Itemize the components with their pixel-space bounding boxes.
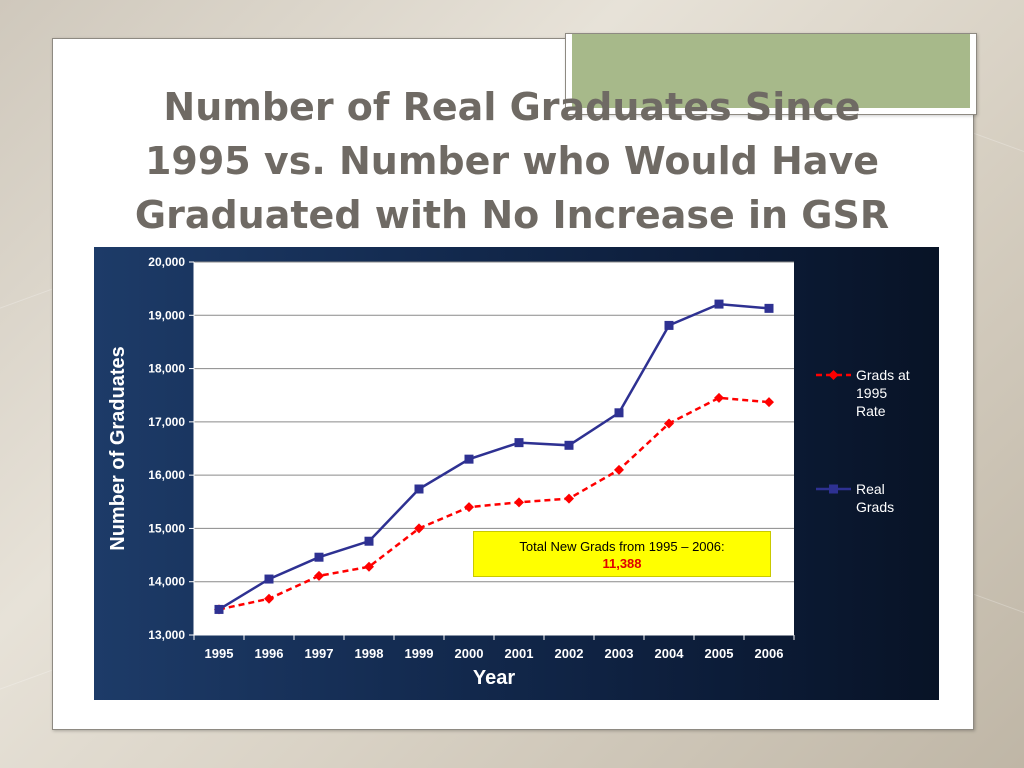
x-tick-label: 2000 [455,646,484,661]
data-point-grads-at-1995-rate [614,464,624,475]
legend-label-grads-at-1995-rate: Rate [856,403,886,419]
data-point-real-grads [264,574,274,584]
decorative-tab-fill [572,34,970,108]
x-tick-label: 1998 [355,646,384,661]
y-tick-label: 18,000 [148,362,185,376]
data-point-grads-at-1995-rate [314,570,324,581]
data-point-real-grads [314,552,324,562]
line-chart: 13,000 14,000 15,000 16,000 17,000 18,000 19,0… [107,255,910,689]
x-tick-label: 2001 [505,646,534,661]
y-tick-label: 17,000 [148,415,185,429]
y-tick-label: 15,000 [148,521,185,535]
x-tick-label: 1999 [405,646,434,661]
data-point-grads-at-1995-rate [514,497,524,508]
y-tick-label: 20,000 [148,255,185,269]
chart-panel: 13,000 14,000 15,000 16,000 17,000 18,000 19,0… [94,247,939,700]
data-point-real-grads [664,320,674,330]
x-tick-label: 1997 [305,646,334,661]
data-point-grads-at-1995-rate [464,502,474,513]
data-point-real-grads [464,454,474,464]
y-tick-label: 19,000 [148,308,185,322]
legend-label-real-grads: Real [856,481,885,497]
series-line-real-grads [218,302,770,611]
y-tick-label: 13,000 [148,628,185,642]
callout-text: Total New Grads from 1995 – 2006: [519,539,725,554]
x-tick-label: 2004 [655,646,685,661]
plot-area [194,262,794,635]
y-axis-title: Number of Graduates [107,346,129,550]
data-point-grads-at-1995-rate [414,523,424,534]
data-point-grads-at-1995-rate [564,493,574,504]
y-tick-label: 16,000 [148,468,185,482]
x-tick-label: 2006 [755,646,784,661]
slide-title: Number of Real Graduates Since 1995 vs. … [134,85,890,237]
legend-marker-real-grads [829,484,838,494]
data-point-real-grads [514,438,524,448]
x-tick-label: 2003 [605,646,634,661]
data-point-grads-at-1995-rate [664,418,674,429]
y-tick-label: 14,000 [148,575,185,589]
data-point-grads-at-1995-rate [264,593,274,604]
data-point-real-grads [214,604,224,614]
legend-label-grads-at-1995-rate: 1995 [856,385,887,401]
legend-label-real-grads: Grads [856,499,894,515]
x-axis-title: Year [473,667,515,689]
data-point-grads-at-1995-rate [714,392,724,403]
data-point-real-grads [764,303,774,313]
decorative-tab [565,33,977,115]
data-point-grads-at-1995-rate [764,397,774,408]
data-point-real-grads [564,440,574,450]
data-point-grads-at-1995-rate [364,561,374,572]
x-tick-label: 2002 [555,646,584,661]
data-point-real-grads [714,299,724,309]
callout-value: 11,388 [602,556,642,571]
x-tick-label: 2005 [705,646,734,661]
x-tick-label: 1996 [255,646,284,661]
data-point-real-grads [614,408,624,418]
data-point-real-grads [364,536,374,546]
total-new-grads-callout: Total New Grads from 1995 – 2006: 11,388 [473,531,771,577]
legend-label-grads-at-1995-rate: Grads at [856,367,910,383]
data-point-real-grads [414,484,424,494]
x-tick-label: 1995 [205,646,234,661]
legend-marker-grads-at-1995-rate [828,370,839,380]
